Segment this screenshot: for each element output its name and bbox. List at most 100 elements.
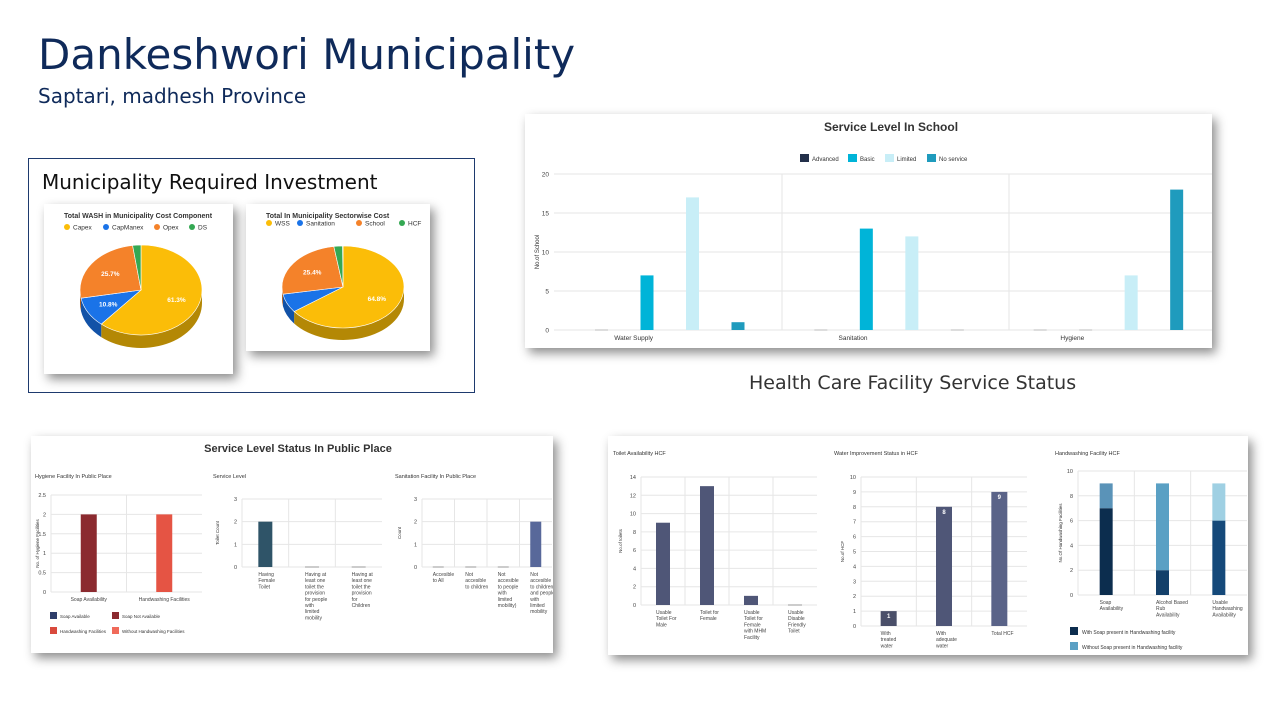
category-label: provision	[352, 591, 372, 597]
category-label: Sanitation	[839, 335, 868, 342]
subchart-title: Toilet Availability HCF	[613, 451, 666, 457]
legend-swatch	[266, 220, 272, 226]
pie-title: Total In Municipality Sectorwise Cost	[266, 213, 390, 220]
legend-swatch	[112, 612, 119, 619]
legend-label: WSS	[275, 221, 290, 228]
category-label: Not	[465, 572, 473, 578]
pie-slice	[79, 245, 142, 299]
legend-label: Handwashing Facilities	[60, 629, 107, 634]
bar-segment	[1212, 483, 1226, 521]
hcf-heading: Health Care Facility Service Status	[749, 372, 1077, 394]
bar	[859, 228, 873, 330]
bar-segment	[1099, 483, 1113, 509]
tick-label: 3	[414, 497, 417, 503]
tick-label: 2.5	[38, 493, 46, 499]
tick-label: 6	[1070, 519, 1073, 525]
category-label: Water Supply	[614, 335, 654, 342]
bar	[640, 275, 654, 330]
category-label: Toilet for	[700, 610, 719, 616]
legend-label: Without Soap present in Handwashing faci…	[1082, 645, 1183, 651]
bar	[156, 514, 173, 592]
category-label: Having	[258, 572, 274, 578]
pie-slice	[100, 244, 203, 336]
bar	[991, 491, 1008, 626]
subchart-title: Handwashing Facility HCF	[1055, 451, 1120, 457]
category-label: Usable	[656, 610, 672, 616]
category-label: With	[936, 631, 946, 637]
category-label: Facility	[744, 635, 760, 641]
pie-slice	[293, 245, 405, 329]
tick-label: 3	[853, 579, 856, 585]
category-label: Accesible	[433, 572, 455, 578]
pie-slice	[281, 246, 344, 295]
legend-swatch	[1070, 627, 1078, 635]
category-label: Not	[530, 572, 538, 578]
subchart-title: Water Improvement Status in HCF	[834, 451, 918, 457]
category-label: water	[881, 643, 894, 649]
bar	[258, 521, 273, 567]
axis-label: No.of toilets	[618, 528, 623, 553]
subchart-title: Service Level	[213, 474, 246, 480]
legend-label: Opex	[163, 225, 179, 232]
category-label: Friendly	[788, 622, 806, 628]
category-label: least one	[352, 578, 373, 584]
category-label: Total HCF	[991, 631, 1013, 637]
legend-label: No service	[939, 157, 968, 163]
legend-swatch	[927, 154, 936, 162]
category-label: Availability	[1212, 612, 1236, 618]
category-label: for	[352, 597, 358, 603]
legend-swatch	[297, 220, 303, 226]
tick-label: 0.5	[38, 571, 46, 577]
tick-label: 4	[633, 566, 636, 572]
category-label: mobility)	[498, 603, 517, 609]
tick-label: 1.5	[38, 532, 46, 538]
legend-swatch	[356, 220, 362, 226]
category-label: Usable	[744, 610, 760, 616]
category-label: With	[881, 631, 891, 637]
bar	[905, 236, 919, 330]
category-label: Female	[700, 616, 717, 622]
tick-label: 5	[853, 550, 856, 556]
axis-label: No.of School	[535, 235, 541, 269]
axis-label: Toilet Count	[215, 520, 220, 545]
pie-data-label: 25.4%	[303, 270, 322, 277]
bar	[936, 506, 952, 626]
tick-label: 8	[853, 505, 856, 511]
category-label: Handwashing Facilities	[139, 597, 191, 603]
category-label: adequate	[936, 637, 957, 643]
legend-label: CapManex	[112, 225, 144, 232]
category-label: least one	[305, 578, 326, 584]
tick-label: 4	[853, 564, 856, 570]
category-label: Toilet for	[744, 616, 763, 622]
legend-label: Capex	[73, 225, 93, 232]
category-label: and people	[530, 591, 553, 597]
category-label: accesible	[498, 578, 519, 584]
tick-label: 15	[542, 211, 550, 218]
data-label: 8	[942, 510, 946, 516]
category-label: toilet the	[305, 584, 324, 590]
tick-label: 14	[630, 475, 636, 481]
axis-label: No.Of Handwashing Facilities	[1058, 503, 1063, 563]
category-label: Toilet	[788, 629, 800, 635]
category-label: Soap	[1100, 600, 1112, 606]
pie-slice	[132, 244, 142, 291]
category-label: Female	[258, 578, 275, 584]
category-label: Toilet	[258, 584, 270, 590]
tick-label: 5	[545, 289, 549, 296]
category-label: with	[498, 591, 507, 597]
tick-label: 0	[853, 624, 856, 630]
category-label: Toilet For	[656, 616, 677, 622]
tick-label: 9	[853, 490, 856, 496]
category-label: Soap Availability	[71, 597, 108, 603]
bar	[1170, 189, 1184, 330]
tick-label: 2	[234, 520, 237, 526]
legend-swatch	[189, 224, 195, 230]
category-label: limited	[305, 609, 320, 615]
bar	[686, 197, 699, 330]
category-label: with	[530, 597, 539, 603]
tick-label: 6	[633, 548, 636, 554]
bar	[1124, 275, 1138, 330]
category-label: Rub	[1156, 606, 1165, 612]
investment-section	[28, 158, 475, 393]
bar	[744, 595, 758, 605]
